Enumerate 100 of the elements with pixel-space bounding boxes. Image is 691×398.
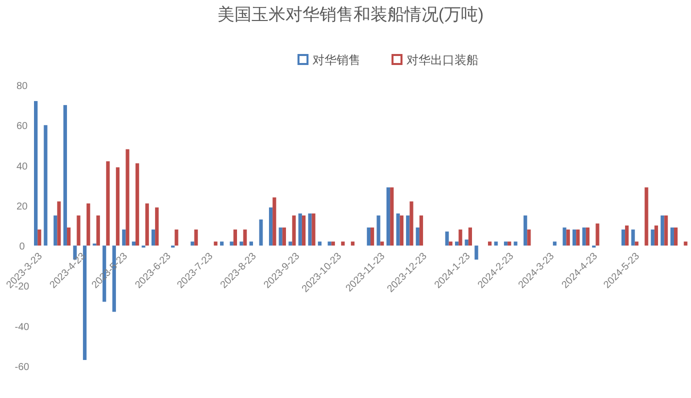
bar (194, 230, 198, 246)
bar (249, 242, 253, 246)
bar (386, 187, 390, 246)
bar (400, 215, 404, 246)
bar (151, 230, 156, 246)
bar (621, 230, 626, 246)
bar (132, 242, 136, 246)
bar (488, 242, 492, 246)
bar (96, 215, 100, 246)
legend-label: 对华销售 (312, 53, 360, 67)
bar (259, 219, 263, 246)
bar (566, 230, 570, 246)
bar (514, 242, 518, 246)
bar (328, 242, 332, 246)
bar (527, 230, 531, 246)
bar (243, 230, 247, 246)
bar (282, 228, 286, 246)
bar (268, 207, 273, 246)
bar (380, 242, 384, 246)
bar (116, 167, 120, 246)
bar (76, 215, 80, 246)
bar (366, 228, 370, 246)
bar (390, 187, 394, 246)
bar (504, 242, 508, 246)
bar (664, 215, 668, 246)
bar (54, 215, 58, 246)
bar (312, 213, 316, 246)
bar (562, 228, 566, 246)
bar (650, 230, 654, 246)
bar (406, 215, 410, 246)
bar (288, 242, 292, 246)
bar (474, 246, 478, 260)
bar (38, 230, 42, 246)
bar (214, 242, 218, 246)
bar (410, 201, 414, 246)
bar (654, 226, 658, 246)
bar (448, 242, 452, 246)
bar (34, 101, 38, 246)
bar (278, 228, 282, 246)
bar (458, 230, 462, 246)
bar (230, 242, 234, 246)
y-tick-label: -60 (14, 362, 30, 373)
bar (596, 223, 600, 246)
bar (341, 242, 345, 246)
chart-title: 美国玉米对华销售和装船情况(万吨) (217, 5, 484, 24)
bar (670, 228, 674, 246)
bar (233, 230, 238, 246)
bar (572, 230, 576, 246)
bar (350, 242, 355, 246)
y-tick-label: 0 (19, 242, 26, 253)
y-tick-label: 80 (16, 81, 28, 92)
bar (174, 230, 178, 246)
bar (220, 242, 224, 246)
bar (416, 228, 420, 246)
bar (582, 228, 586, 246)
bar (292, 215, 296, 246)
y-tick-label: 40 (16, 161, 28, 172)
y-tick-label: 60 (16, 121, 28, 132)
bar (419, 215, 424, 246)
bar (106, 161, 110, 246)
bar (155, 207, 159, 246)
bar (298, 213, 302, 246)
bar (308, 213, 312, 246)
bar (625, 226, 629, 246)
bar (396, 213, 400, 246)
bar (552, 242, 557, 246)
bar (631, 230, 635, 246)
bar (524, 215, 528, 246)
y-tick-label: -40 (14, 322, 30, 333)
bar (644, 187, 648, 246)
bar (468, 228, 472, 246)
bar (684, 242, 688, 246)
bar (445, 232, 449, 246)
bar (586, 228, 590, 246)
bar (66, 228, 71, 246)
bar (634, 242, 638, 246)
bar (464, 240, 468, 246)
bar (240, 242, 244, 246)
bar (145, 203, 149, 246)
legend-label: 对华出口装船 (406, 53, 478, 67)
bar (376, 215, 380, 246)
bar (63, 105, 67, 246)
bar (272, 197, 276, 246)
bar (370, 228, 374, 246)
bar (136, 163, 140, 246)
y-tick-label: 20 (16, 201, 28, 212)
bar (674, 228, 678, 246)
bar (576, 230, 580, 246)
bar (57, 201, 61, 246)
bar (126, 149, 130, 246)
bar (44, 125, 48, 246)
bar (455, 242, 459, 246)
bar (190, 242, 194, 246)
bar (660, 215, 664, 246)
bar (122, 230, 126, 246)
bar (318, 242, 322, 246)
bar (86, 203, 90, 246)
bar (494, 242, 498, 246)
bar (331, 242, 335, 246)
bar (302, 215, 306, 246)
